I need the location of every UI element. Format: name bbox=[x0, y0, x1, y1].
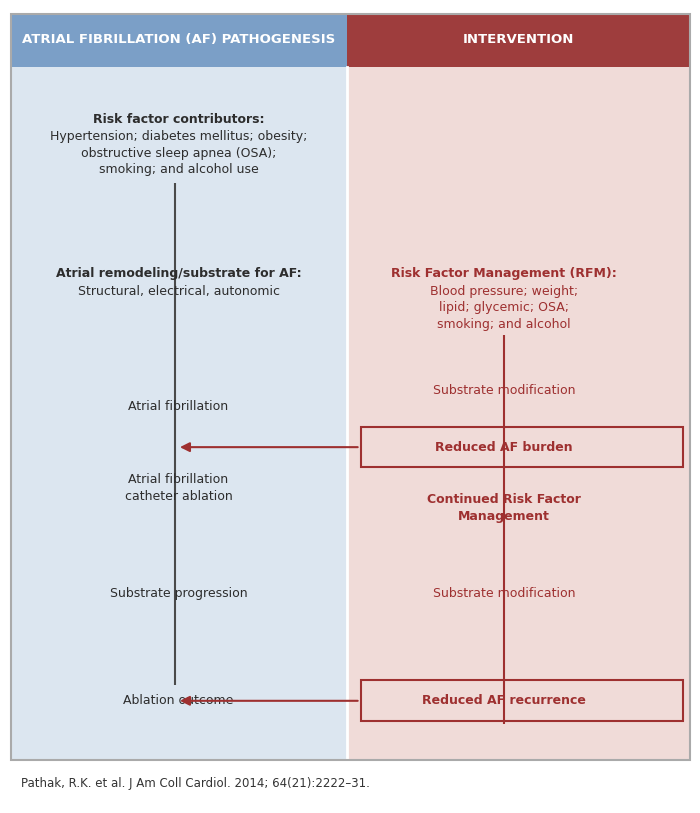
Bar bbox=[346, 14, 690, 67]
Text: Atrial remodeling/substrate for AF:: Atrial remodeling/substrate for AF: bbox=[56, 267, 301, 280]
Text: Reduced AF burden: Reduced AF burden bbox=[435, 441, 573, 454]
Text: INTERVENTION: INTERVENTION bbox=[462, 33, 574, 46]
Text: Continued Risk Factor
Management: Continued Risk Factor Management bbox=[427, 493, 581, 523]
Text: Reduced AF recurrence: Reduced AF recurrence bbox=[422, 694, 586, 707]
Text: Substrate modification: Substrate modification bbox=[433, 587, 575, 600]
Text: Risk factor contributors:: Risk factor contributors: bbox=[92, 113, 265, 126]
Bar bbox=[360, 427, 682, 467]
Bar bbox=[10, 14, 346, 67]
Text: ATRIAL FIBRILLATION (AF) PATHOGENESIS: ATRIAL FIBRILLATION (AF) PATHOGENESIS bbox=[22, 33, 335, 46]
Text: Hypertension; diabetes mellitus; obesity;
obstructive sleep apnea (OSA);
smoking: Hypertension; diabetes mellitus; obesity… bbox=[50, 130, 307, 176]
Text: Blood pressure; weight;
lipid; glycemic; OSA;
smoking; and alcohol: Blood pressure; weight; lipid; glycemic;… bbox=[430, 285, 578, 331]
Text: Structural, electrical, autonomic: Structural, electrical, autonomic bbox=[78, 285, 279, 298]
Bar bbox=[10, 67, 346, 760]
Text: Substrate progression: Substrate progression bbox=[110, 587, 247, 600]
Text: Risk Factor Management (RFM):: Risk Factor Management (RFM): bbox=[391, 267, 617, 280]
Bar bbox=[346, 67, 690, 760]
Text: Ablation outcome: Ablation outcome bbox=[123, 694, 234, 707]
Text: Pathak, R.K. et al. J Am Coll Cardiol. 2014; 64(21):2222–31.: Pathak, R.K. et al. J Am Coll Cardiol. 2… bbox=[21, 777, 370, 790]
Text: Atrial fibrillation: Atrial fibrillation bbox=[128, 400, 229, 413]
Bar bbox=[360, 680, 682, 721]
Text: Atrial fibrillation
catheter ablation: Atrial fibrillation catheter ablation bbox=[125, 473, 232, 502]
Text: Substrate modification: Substrate modification bbox=[433, 384, 575, 397]
